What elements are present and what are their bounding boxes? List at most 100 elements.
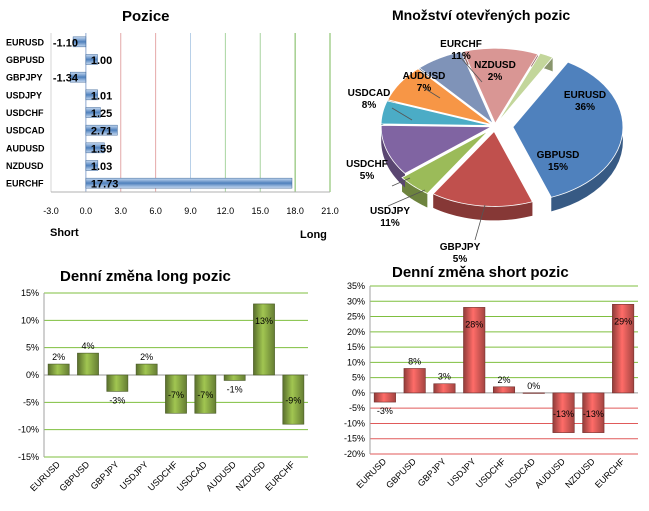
category-label: GBPJPY <box>6 73 43 83</box>
category-label: EURUSD <box>6 37 45 47</box>
bar <box>373 392 396 403</box>
bar <box>612 304 635 394</box>
y-tick-label: 0% <box>26 370 39 380</box>
data-label: 2% <box>497 375 510 385</box>
category-label: USDJPY <box>445 456 477 488</box>
bar <box>403 368 426 394</box>
category-label: GBPUSD <box>57 459 91 493</box>
category-label: AUDUSD <box>6 143 45 153</box>
bar <box>223 374 246 381</box>
slice-percent-label: 5% <box>360 171 375 182</box>
data-label: -1% <box>227 384 243 394</box>
daily-short-chart-title: Denní změna short pozic <box>392 264 569 281</box>
long-label: Long <box>300 229 327 241</box>
category-label: GBPJPY <box>416 456 448 488</box>
pie-slice <box>418 51 495 125</box>
bar <box>253 303 275 376</box>
data-label: -13% <box>583 409 604 419</box>
x-tick-label: 9.0 <box>184 206 197 216</box>
x-tick-label: 18.0 <box>286 206 304 216</box>
category-label: NZDUSD <box>234 459 268 493</box>
category-label: EURUSD <box>354 456 388 490</box>
y-tick-label: 10% <box>347 357 365 367</box>
x-tick-label: 12.0 <box>217 206 235 216</box>
short-label: Short <box>50 227 79 239</box>
data-label: 17.73 <box>91 179 119 191</box>
bar <box>106 374 129 392</box>
category-label: EURCHF <box>6 179 44 189</box>
data-label: 1.01 <box>91 90 112 102</box>
data-label: -3% <box>109 395 125 405</box>
slice-label: GBPJPY <box>440 242 481 253</box>
data-label: 28% <box>465 319 483 329</box>
daily-long-chart-title: Denní změna long pozic <box>60 268 231 285</box>
bar <box>135 363 158 376</box>
pie-slice <box>497 52 554 123</box>
open-positions-chart-title: Množství otevřených pozic <box>392 7 571 23</box>
pie-slice-side <box>402 177 428 208</box>
data-label: 2% <box>52 352 65 362</box>
x-tick-label: 6.0 <box>149 206 162 216</box>
category-label: AUDUSD <box>204 459 238 493</box>
data-label: 1.03 <box>91 161 112 173</box>
slice-percent-label: 2% <box>488 72 503 83</box>
bar <box>194 374 217 414</box>
leader-line <box>474 204 486 241</box>
y-tick-label: 25% <box>347 312 365 322</box>
bar <box>165 374 187 414</box>
slice-label: GBPUSD <box>537 150 580 161</box>
bar <box>85 177 293 189</box>
bar <box>433 383 456 394</box>
slice-percent-label: 15% <box>548 162 568 173</box>
slice-percent-label: 36% <box>575 102 595 113</box>
category-label: AUDUSD <box>533 456 567 490</box>
data-label: -7% <box>197 390 213 400</box>
pie-slice-side <box>433 193 533 221</box>
category-label: EURCHF <box>593 456 627 490</box>
slice-label: USDCHF <box>346 159 388 170</box>
y-tick-label: -10% <box>344 418 365 428</box>
y-tick-label: -15% <box>18 452 39 462</box>
daily-short-chart: -20% -15% -10% -5% 0% 5% 10% 15% 20% 25% 30% 35% -3%… <box>344 281 638 490</box>
positions-chart-title: Pozice <box>122 8 170 25</box>
positions-chart: -3.0 0.0 3.0 6.0 9.0 12.0 15.0 18.0 21.0 EURUSD -1… <box>6 33 339 216</box>
bar <box>522 392 545 394</box>
pie-slice-side <box>381 125 406 188</box>
data-label: 2% <box>140 352 153 362</box>
data-label: 8% <box>408 356 421 366</box>
slice-percent-label: 8% <box>362 100 377 111</box>
positions-chart-panel: Pozice -3.0 0.0 3.0 6.0 9.0 12.0 15.0 18.0 21.0 E… <box>0 0 340 250</box>
y-tick-label: -5% <box>349 403 365 413</box>
bar <box>85 142 105 154</box>
category-label: USDJPY <box>6 90 42 100</box>
data-label: -1.10 <box>53 37 78 49</box>
bar <box>85 89 98 101</box>
bar <box>85 107 101 118</box>
y-tick-label: 30% <box>347 296 365 306</box>
bar <box>282 374 305 425</box>
category-label: USDCAD <box>175 459 209 493</box>
data-label: -1.34 <box>53 73 79 85</box>
slice-label: AUDUSD <box>403 71 446 82</box>
daily-long-chart: -15% -10% -5% 0% 5% 10% 15% 2% EURUSD 4% GBPUSD -3%… <box>18 288 308 493</box>
pie-slice <box>462 47 539 125</box>
leader-line <box>423 87 441 99</box>
data-label: 4% <box>81 341 94 351</box>
leader-line <box>391 107 413 121</box>
y-tick-label: 15% <box>347 342 365 352</box>
category-label: USDCHF <box>146 459 180 493</box>
pie-slice <box>387 68 492 125</box>
y-tick-label: 0% <box>352 388 365 398</box>
bar <box>492 386 516 394</box>
data-label: 1.25 <box>91 108 112 120</box>
x-tick-label: -3.0 <box>43 206 59 216</box>
slice-percent-label: 11% <box>380 218 400 229</box>
category-label: USDJPY <box>118 459 150 491</box>
y-tick-label: -10% <box>18 425 39 435</box>
bar <box>85 160 99 171</box>
slice-label: USDCAD <box>348 88 391 99</box>
category-label: EURUSD <box>28 459 62 493</box>
y-tick-label: 20% <box>347 327 365 337</box>
category-label: USDCHF <box>474 456 508 490</box>
leader-line <box>387 189 426 207</box>
